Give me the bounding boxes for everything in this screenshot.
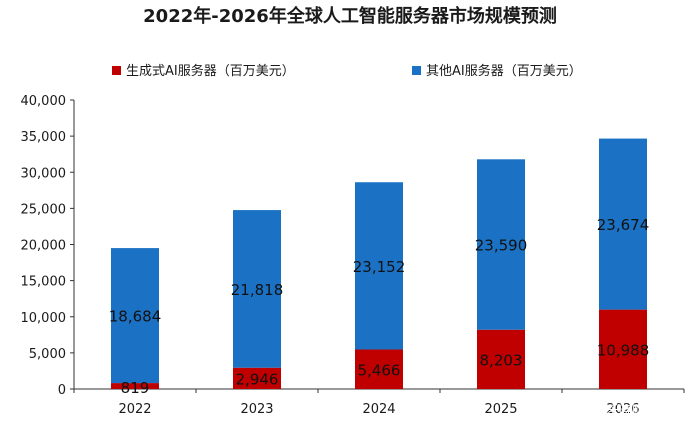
- axes: 0 5,000 10,000 15,000 20,000 25,000 30,000 35,0…: [21, 94, 685, 417]
- watermark: 乐晓财: [589, 403, 645, 419]
- data-label-other-ai: 23,590: [475, 237, 528, 255]
- legend-swatch-other-ai: [412, 66, 421, 75]
- legend-label-generative-ai: 生成式AI服务器（百万美元）: [126, 63, 295, 79]
- y-tick-label: 40,000: [21, 94, 67, 109]
- legend-label-other-ai: 其他AI服务器（百万美元）: [426, 63, 582, 79]
- y-tick-label: 10,000: [21, 311, 67, 326]
- data-label-other-ai: 18,684: [109, 308, 162, 326]
- data-labels: 819 18,684 2,946 21,818 5,466 23,152 8,203 23,5…: [109, 216, 650, 397]
- x-tick-label: 2023: [240, 402, 273, 417]
- data-label-generative-ai: 10,988: [597, 341, 650, 359]
- y-tick-label: 5,000: [29, 347, 66, 362]
- data-label-other-ai: 23,674: [597, 216, 650, 234]
- watermark-logo-icon: [589, 403, 603, 417]
- x-tick-label: 2026: [606, 402, 639, 417]
- y-tick-label: 25,000: [21, 202, 67, 217]
- legend-swatch-generative-ai: [112, 66, 121, 75]
- bar-generative-ai: [477, 329, 525, 389]
- data-label-other-ai: 23,152: [353, 258, 406, 276]
- data-label-generative-ai: 819: [121, 379, 150, 397]
- legend: 生成式AI服务器（百万美元） 其他AI服务器（百万美元）: [112, 63, 582, 79]
- bar-generative-ai: [355, 349, 403, 389]
- bar-generative-ai: [233, 367, 281, 389]
- x-tick-label: 2022: [118, 402, 151, 417]
- bar-other-ai: [355, 182, 403, 350]
- x-tick-label: 2024: [362, 402, 395, 417]
- bar-generative-ai: [111, 383, 159, 389]
- y-tick-label: 20,000: [21, 239, 67, 254]
- x-tick-label: 2025: [484, 402, 517, 417]
- bar-generative-ai: [599, 309, 647, 389]
- chart-title: 2022年-2026年全球人工智能服务器市场规模预测: [143, 5, 557, 27]
- y-tick-label: 0: [58, 383, 66, 398]
- x-ticks: 2022 2023 2024 2025 2026: [73, 389, 685, 417]
- bars: [111, 138, 647, 389]
- y-tick-label: 30,000: [21, 166, 67, 181]
- data-label-generative-ai: 5,466: [358, 361, 401, 379]
- bar-other-ai: [111, 248, 159, 384]
- y-ticks: 0 5,000 10,000 15,000 20,000 25,000 30,000 35,0…: [21, 94, 74, 398]
- data-label-generative-ai: 8,203: [480, 351, 523, 369]
- y-tick-label: 35,000: [21, 130, 67, 145]
- bar-other-ai: [477, 159, 525, 330]
- bar-other-ai: [233, 210, 281, 368]
- bar-other-ai: [599, 138, 647, 310]
- data-label-other-ai: 21,818: [231, 281, 284, 299]
- y-tick-label: 15,000: [21, 275, 67, 290]
- data-label-generative-ai: 2,946: [236, 370, 279, 388]
- watermark-text: 乐晓财: [606, 404, 645, 419]
